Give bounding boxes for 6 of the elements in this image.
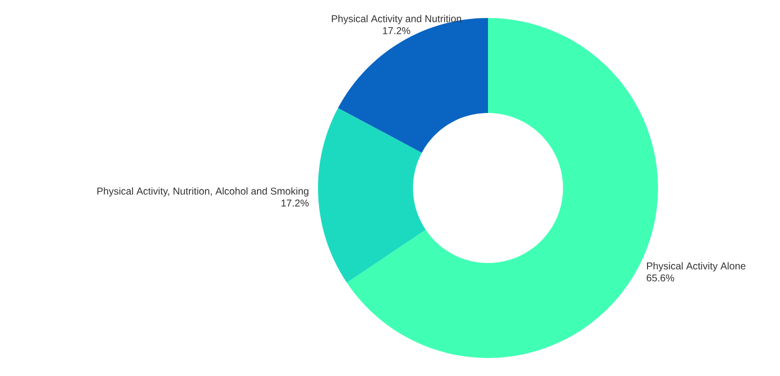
slice-label: Physical Activity and Nutrition: [332, 14, 462, 24]
slice-label: Physical Activity Alone: [647, 262, 746, 272]
data-label: 17.2%: [383, 27, 410, 34]
slice-label: Physical Activity, Nutrition, Alcohol and Smoking: [97, 187, 308, 197]
data-label: 17.2%: [282, 200, 309, 207]
data-label: 65.6%: [646, 274, 674, 282]
